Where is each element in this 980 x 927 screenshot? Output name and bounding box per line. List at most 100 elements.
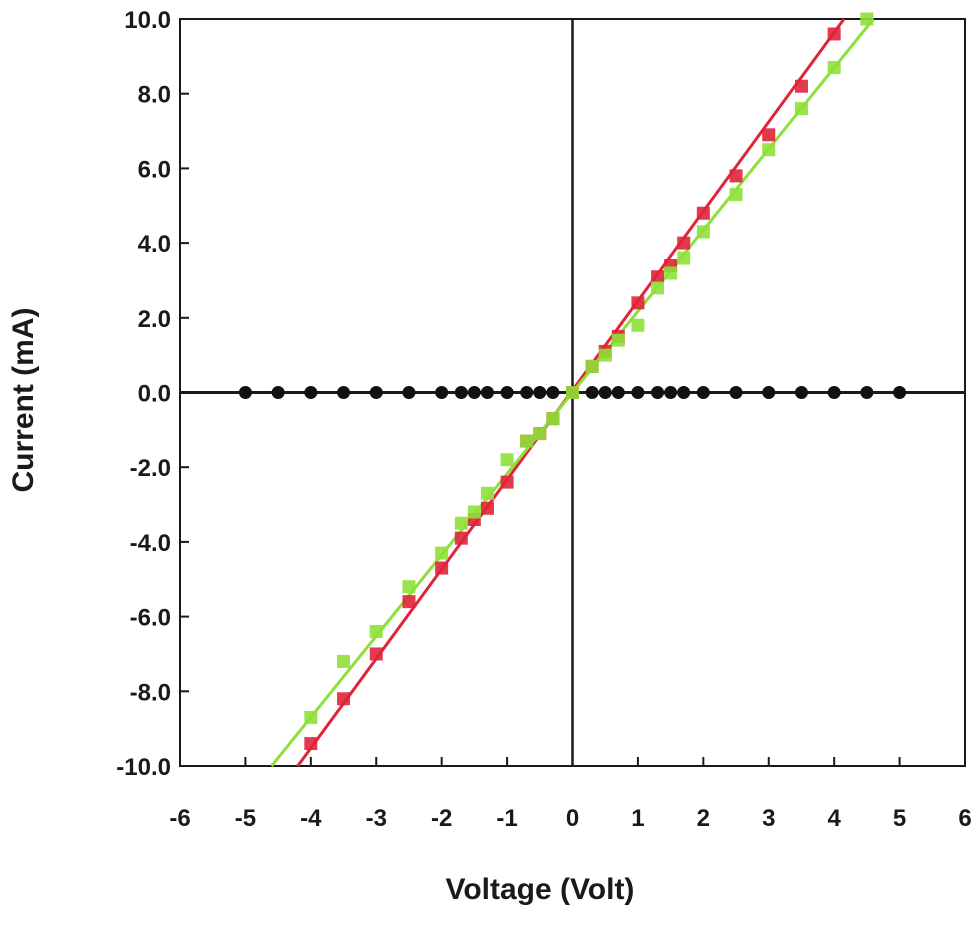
x-tick-label: 4 — [827, 805, 841, 832]
data-point — [696, 225, 710, 239]
y-tick-label: 10.0 — [124, 7, 171, 34]
data-point — [337, 654, 351, 668]
data-point — [467, 505, 481, 519]
y-tick-label: 2.0 — [138, 306, 171, 333]
data-point — [762, 128, 776, 142]
x-tick-label: 2 — [697, 805, 710, 832]
data-point — [631, 318, 645, 332]
data-point — [369, 647, 383, 661]
data-point — [467, 386, 481, 399]
y-tick-label: 6.0 — [138, 156, 171, 183]
y-axis-title: Current (mA) — [7, 308, 40, 493]
data-point — [454, 386, 468, 399]
data-point — [566, 386, 579, 399]
data-point — [611, 386, 625, 399]
data-point — [402, 595, 416, 609]
x-tick-label: -2 — [431, 805, 452, 832]
data-point — [337, 386, 351, 399]
data-point — [598, 386, 612, 399]
y-tick-label: 0.0 — [138, 381, 171, 408]
y-tick-label: -10.0 — [116, 754, 171, 781]
y-tick-label: -6.0 — [130, 605, 171, 632]
data-point — [369, 386, 383, 399]
data-point — [729, 169, 743, 183]
data-point — [480, 486, 494, 500]
data-point — [238, 386, 252, 399]
data-point — [794, 386, 808, 399]
data-point — [585, 359, 599, 373]
data-point — [651, 281, 665, 295]
data-point — [585, 386, 599, 399]
data-point — [546, 412, 560, 426]
data-point — [454, 531, 468, 545]
data-point — [729, 188, 743, 202]
y-tick-labels: -10.0 -8.0 -6.0 -4.0 -2.0 0.0 2.0 4.0 6.0 8.0 10.0 — [116, 7, 171, 781]
data-point — [520, 386, 534, 399]
data-point — [304, 737, 318, 751]
data-point — [664, 386, 678, 399]
data-point — [520, 434, 534, 448]
x-tick-label: -6 — [169, 805, 190, 832]
x-tick-label: -3 — [366, 805, 387, 832]
data-point — [677, 236, 691, 250]
data-point — [454, 516, 468, 530]
data-point — [794, 102, 808, 116]
data-point — [533, 386, 547, 399]
data-point — [435, 386, 449, 399]
data-point — [631, 386, 645, 399]
data-point — [893, 386, 907, 399]
data-point — [827, 27, 841, 41]
data-point — [598, 348, 612, 362]
x-tick-label: -5 — [235, 805, 256, 832]
data-point — [304, 386, 318, 399]
x-tick-label: 5 — [893, 805, 906, 832]
data-point — [827, 61, 841, 75]
x-tick-label: 3 — [762, 805, 775, 832]
data-point — [631, 296, 645, 310]
data-point — [480, 501, 494, 515]
x-tick-label: 1 — [631, 805, 644, 832]
data-point — [860, 386, 874, 399]
data-point — [860, 12, 874, 26]
data-point — [480, 386, 494, 399]
x-tick-label: 6 — [958, 805, 971, 832]
data-point — [402, 580, 416, 594]
data-point — [651, 270, 665, 284]
data-point — [369, 625, 383, 639]
x-tick-label: -4 — [300, 805, 322, 832]
x-axis-title: Voltage (Volt) — [446, 873, 635, 906]
x-tick-label: -1 — [496, 805, 517, 832]
y-tick-label: -8.0 — [130, 679, 171, 706]
data-point — [500, 475, 514, 489]
x-tick-labels: -6 -5 -4 -3 -2 -1 0 1 2 3 4 5 6 — [169, 805, 971, 832]
data-point — [677, 386, 691, 399]
data-point — [762, 386, 776, 399]
data-point — [533, 427, 547, 441]
data-point — [500, 386, 514, 399]
y-tick-label: 4.0 — [138, 231, 171, 258]
data-point — [304, 710, 318, 724]
data-point — [794, 79, 808, 93]
data-point — [651, 386, 665, 399]
data-point — [827, 386, 841, 399]
data-point — [677, 251, 691, 265]
data-point — [271, 386, 285, 399]
tick-marks — [179, 18, 966, 767]
data-point — [664, 266, 678, 280]
y-tick-label: -2.0 — [130, 455, 171, 482]
data-point — [762, 143, 776, 157]
data-point — [435, 561, 449, 575]
y-tick-label: 8.0 — [138, 82, 171, 109]
data-point — [337, 692, 351, 706]
data-points — [238, 12, 907, 751]
x-tick-label: 0 — [566, 805, 579, 832]
y-tick-label: -4.0 — [130, 530, 171, 557]
data-point — [402, 386, 416, 399]
data-point — [696, 386, 710, 399]
data-point — [435, 546, 449, 560]
data-point — [546, 386, 560, 399]
data-point — [611, 333, 625, 347]
data-point — [696, 206, 710, 220]
